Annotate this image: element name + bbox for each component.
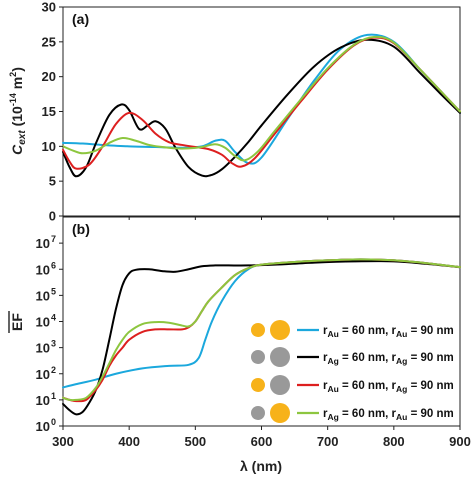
panel-b-xtick-label: 600 — [251, 434, 273, 449]
panel-a-series-4 — [62, 35, 461, 162]
panel-b-series-1 — [62, 258, 461, 389]
panel-b-ytick-exponent: 3 — [51, 339, 56, 349]
panel-b-series-4 — [62, 258, 461, 402]
silver-sphere-small-icon — [251, 350, 265, 364]
legend-item: rAg = 60 nm, rAg = 90 nm — [251, 347, 454, 367]
silver-sphere-large-icon — [270, 347, 290, 367]
panel-b-xtick-label: 400 — [118, 434, 140, 449]
gold-sphere-small-icon — [251, 378, 265, 392]
panel-b-ytick-exponent: 2 — [51, 365, 56, 375]
panel-b-ytick-exponent: 6 — [51, 260, 56, 270]
panel-b-ytick-label: 10 — [36, 341, 50, 356]
panel-a-series — [62, 33, 461, 178]
panel-b-ytick-label: 10 — [36, 393, 50, 408]
panel-b-xtick-label: 300 — [52, 434, 74, 449]
legend-item: rAu = 60 nm, rAu = 90 nm — [251, 320, 454, 340]
legend-label: rAg = 60 nm, rAu = 90 nm — [323, 408, 454, 422]
legend-label: rAu = 60 nm, rAg = 90 nm — [323, 380, 454, 394]
panel-a-ytick-label: 0 — [49, 209, 56, 224]
panel-b-ytick-exponent: 5 — [51, 286, 56, 296]
panel-b-ytick-exponent: 1 — [51, 391, 56, 401]
panel-a-series-1 — [62, 33, 461, 165]
svg-text:EF: EF — [9, 313, 25, 331]
panel-b-ytick-exponent: 0 — [51, 417, 56, 427]
legend-item: rAu = 60 nm, rAg = 90 nm — [251, 375, 454, 395]
panel-a-ytick-label: 15 — [42, 104, 56, 119]
panel-a-ytick-label: 25 — [42, 34, 56, 49]
panel-a-ytick-label: 30 — [42, 0, 56, 15]
legend: rAu = 60 nm, rAu = 90 nm rAg = 60 nm, rAg… — [251, 320, 454, 423]
panel-b-ytick-label: 10 — [36, 367, 50, 382]
panel-a-ytick-label: 5 — [49, 174, 56, 189]
panel-b-ytick-label: 10 — [36, 262, 50, 277]
gold-sphere-large-icon — [270, 403, 290, 423]
panel-b-label: (b) — [72, 221, 90, 237]
panel-b-ytick-exponent: 4 — [51, 313, 56, 323]
panel-a-axes: 0 5 10 15 20 25 30 — [42, 0, 461, 224]
panel-a-series-2 — [62, 38, 461, 178]
panel-b-ytick-label: 10 — [36, 288, 50, 303]
panel-b-xtick-label: 900 — [449, 434, 471, 449]
panel-a-ylabel: Cext (10-14 m2) — [8, 67, 28, 155]
panel-b-ytick-label: 10 — [36, 419, 50, 434]
panel-b-ytick-label: 10 — [36, 236, 50, 251]
panel-a-frame — [62, 6, 461, 217]
legend-item: rAg = 60 nm, rAu = 90 nm — [251, 403, 454, 423]
silver-sphere-small-icon — [251, 406, 265, 420]
panel-b-series-2 — [62, 260, 461, 416]
gold-sphere-large-icon — [270, 320, 290, 340]
legend-label: rAg = 60 nm, rAg = 90 nm — [323, 352, 454, 366]
panel-b-series — [62, 258, 461, 416]
x-axis-label: λ (nm) — [240, 458, 282, 474]
panel-b-xtick-label: 800 — [383, 434, 405, 449]
panel-a: 0 5 10 15 20 25 30 (a) Cext (10-14 m2) — [8, 0, 461, 224]
gold-sphere-small-icon — [251, 323, 265, 337]
panel-b-ytick-label: 10 — [36, 315, 50, 330]
silver-sphere-large-icon — [270, 375, 290, 395]
legend-label: rAu = 60 nm, rAu = 90 nm — [323, 325, 454, 339]
panel-b-ylabel: EF — [8, 311, 25, 333]
panel-b-frame — [62, 216, 461, 427]
panel-b-xtick-label: 700 — [317, 434, 339, 449]
panel-b-xtick-label: 500 — [184, 434, 206, 449]
panel-a-label: (a) — [72, 11, 89, 27]
panel-a-ytick-label: 20 — [42, 69, 56, 84]
panel-a-ytick-label: 10 — [42, 139, 56, 154]
panel-b-ytick-exponent: 7 — [51, 234, 56, 244]
